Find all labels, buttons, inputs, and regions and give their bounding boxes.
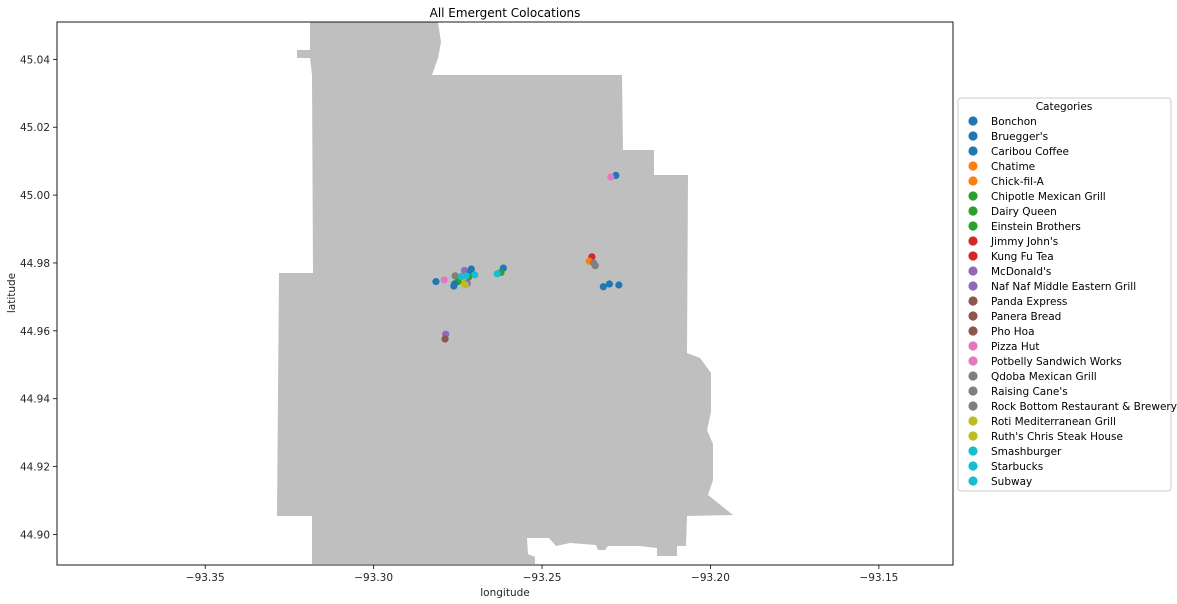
map-region bbox=[277, 22, 733, 564]
legend-marker bbox=[968, 146, 978, 156]
y-axis-ticks: 44.90 44.92 44.94 44.96 44.98 45.00 45.02 45.04 bbox=[20, 54, 57, 541]
legend-entry-label: Pho Hoa bbox=[991, 326, 1035, 338]
data-point bbox=[462, 272, 470, 280]
legend-marker bbox=[968, 221, 978, 231]
data-point bbox=[461, 281, 469, 289]
plot-frame bbox=[56, 21, 954, 566]
legend-entry-label: Subway bbox=[991, 476, 1032, 488]
legend-entry-label: Caribou Coffee bbox=[991, 146, 1069, 158]
y-tick-label: 44.90 bbox=[20, 529, 50, 541]
data-point bbox=[471, 271, 479, 279]
legend-entry-label: Bruegger's bbox=[991, 131, 1048, 143]
legend-entry-label: Chick-fil-A bbox=[991, 176, 1045, 188]
legend-marker bbox=[968, 206, 978, 216]
legend-entry-label: Roti Mediterranean Grill bbox=[991, 416, 1116, 428]
y-tick-label: 44.92 bbox=[20, 462, 50, 474]
legend-entry-label: Rock Bottom Restaurant & Brewery bbox=[991, 401, 1177, 413]
city-boundary bbox=[277, 22, 733, 564]
legend-marker bbox=[968, 251, 978, 261]
legend-entries: Bonchon Bruegger's Caribou Coffee Chatime Ch… bbox=[968, 116, 1177, 488]
x-axis-ticks: −93.35 −93.30 −93.25 −93.20 −93.15 bbox=[186, 565, 898, 584]
y-tick-label: 44.94 bbox=[20, 394, 50, 406]
legend-marker bbox=[968, 371, 978, 381]
legend-marker bbox=[968, 416, 978, 426]
legend-marker bbox=[968, 431, 978, 441]
legend-marker bbox=[968, 191, 978, 201]
legend-entry-label: Panda Express bbox=[991, 296, 1067, 308]
legend-entry-label: Dairy Queen bbox=[991, 206, 1057, 218]
data-point bbox=[599, 283, 607, 291]
legend-entry-label: Naf Naf Middle Eastern Grill bbox=[991, 281, 1136, 293]
legend-entry-label: Einstein Brothers bbox=[991, 221, 1081, 233]
legend-entry-label: Panera Bread bbox=[991, 311, 1061, 323]
legend-entry-label: Chipotle Mexican Grill bbox=[991, 191, 1106, 203]
data-point bbox=[440, 276, 448, 284]
x-tick-label: −93.30 bbox=[354, 572, 393, 584]
data-point bbox=[441, 335, 449, 343]
y-tick-label: 45.00 bbox=[20, 190, 50, 202]
y-tick-label: 44.98 bbox=[20, 258, 50, 270]
legend: Categories Bonchon Bruegger's Caribou Coff… bbox=[957, 97, 1177, 492]
data-point bbox=[450, 282, 458, 290]
y-tick-label: 45.04 bbox=[20, 54, 50, 66]
data-point bbox=[605, 280, 614, 288]
legend-entry-label: Chatime bbox=[991, 161, 1035, 173]
legend-title: Categories bbox=[1036, 101, 1093, 113]
x-axis-label: longitude bbox=[480, 587, 529, 599]
legend-marker bbox=[968, 386, 978, 396]
y-tick-label: 45.02 bbox=[20, 122, 50, 134]
legend-marker bbox=[968, 266, 978, 276]
x-tick-label: −93.15 bbox=[859, 572, 898, 584]
data-point bbox=[432, 278, 440, 286]
legend-marker bbox=[968, 236, 978, 246]
y-axis-label: latitude bbox=[6, 273, 18, 313]
legend-marker bbox=[968, 296, 978, 306]
data-point bbox=[615, 281, 623, 289]
x-tick-label: −93.25 bbox=[523, 572, 562, 584]
legend-marker bbox=[968, 356, 978, 366]
scatter-points bbox=[432, 171, 623, 343]
data-point bbox=[591, 262, 599, 270]
chart-title: All Emergent Colocations bbox=[430, 6, 581, 20]
legend-marker bbox=[968, 176, 978, 186]
data-point bbox=[460, 266, 469, 275]
data-point bbox=[607, 173, 615, 181]
x-tick-label: −93.35 bbox=[186, 572, 225, 584]
legend-marker bbox=[968, 446, 978, 456]
x-tick-label: −93.20 bbox=[691, 572, 730, 584]
legend-entry-label: Starbucks bbox=[991, 461, 1043, 473]
data-point bbox=[493, 270, 501, 278]
legend-entry-label: McDonald's bbox=[991, 266, 1051, 278]
data-point bbox=[451, 272, 459, 280]
legend-entry-label: Potbelly Sandwich Works bbox=[991, 356, 1122, 368]
legend-entry-label: Bonchon bbox=[991, 116, 1037, 128]
legend-entry-label: Jimmy John's bbox=[990, 236, 1058, 248]
legend-marker bbox=[968, 461, 978, 471]
legend-entry-label: Kung Fu Tea bbox=[991, 251, 1054, 263]
legend-marker bbox=[968, 326, 978, 336]
legend-marker bbox=[968, 341, 978, 351]
legend-entry-label: Smashburger bbox=[991, 446, 1062, 458]
legend-marker bbox=[968, 476, 978, 486]
legend-marker bbox=[968, 131, 978, 141]
legend-entry-label: Qdoba Mexican Grill bbox=[991, 371, 1097, 383]
legend-entry-label: Raising Cane's bbox=[991, 386, 1068, 398]
legend-frame bbox=[957, 97, 1172, 492]
legend-marker bbox=[968, 161, 978, 171]
legend-entry-label: Ruth's Chris Steak House bbox=[991, 431, 1123, 443]
y-tick-label: 44.96 bbox=[20, 326, 50, 338]
legend-entry-label: Pizza Hut bbox=[991, 341, 1039, 353]
legend-marker bbox=[968, 116, 978, 126]
legend-marker bbox=[968, 311, 978, 321]
legend-marker bbox=[968, 281, 978, 291]
legend-marker bbox=[968, 401, 978, 411]
